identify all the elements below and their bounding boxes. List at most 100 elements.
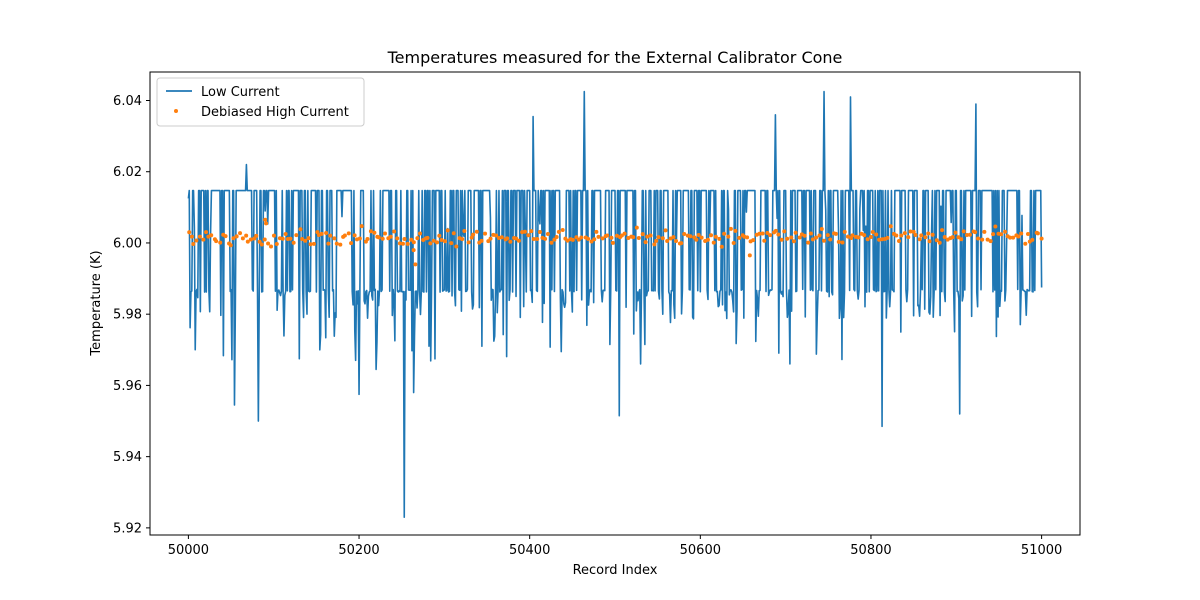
high-current-point (845, 234, 850, 239)
high-current-point (737, 235, 742, 240)
high-current-point (950, 235, 955, 240)
high-current-point (660, 236, 665, 241)
high-current-point (449, 241, 454, 246)
high-current-point (956, 235, 961, 240)
legend: Low Current Debiased High Current (156, 77, 365, 127)
high-current-point (535, 236, 540, 241)
high-current-point (326, 241, 331, 246)
high-current-point (793, 230, 798, 235)
x-tick-label: 50400 (509, 543, 550, 558)
high-current-point (836, 239, 841, 244)
high-current-point (402, 237, 407, 242)
high-current-point (906, 235, 911, 240)
high-current-point (191, 241, 196, 246)
high-current-point (460, 237, 465, 242)
high-current-point (259, 242, 264, 247)
legend-label-low-current: Low Current (201, 85, 280, 100)
low-current-line (187, 90, 1043, 518)
high-current-point (263, 217, 268, 222)
high-current-point (516, 238, 521, 243)
high-current-point (961, 229, 966, 234)
high-current-point (760, 231, 765, 236)
x-axis-label: Record Index (573, 563, 658, 578)
high-current-point (776, 232, 781, 237)
y-tick-label: 5.96 (113, 379, 142, 394)
high-current-point (993, 224, 998, 229)
high-current-point (696, 233, 701, 238)
high-current-point (405, 241, 410, 246)
high-current-point (850, 233, 855, 238)
high-current-point (842, 229, 847, 234)
high-current-point (579, 235, 584, 240)
high-current-point (765, 230, 770, 235)
high-current-point (552, 237, 557, 242)
high-current-point (586, 236, 591, 241)
high-current-point (238, 231, 243, 236)
high-current-point (248, 237, 253, 242)
high-current-point (288, 236, 293, 241)
high-current-point (291, 240, 296, 245)
high-current-point (674, 239, 679, 244)
high-current-point (244, 233, 249, 238)
high-current-point (688, 234, 693, 239)
high-current-point (231, 236, 236, 241)
y-axis-ticks: 5.92 5.94 5.96 5.98 6.00 6.02 6.04 (113, 94, 150, 536)
high-current-point (483, 231, 488, 236)
high-current-point (589, 239, 594, 244)
high-current-point (383, 231, 388, 236)
high-current-point (728, 226, 733, 231)
high-current-point (976, 236, 981, 241)
high-current-point (747, 253, 752, 258)
high-current-point (439, 238, 444, 242)
x-tick-label: 50800 (850, 543, 891, 558)
high-current-point (991, 232, 996, 237)
high-current-point (773, 228, 778, 233)
high-current-point (471, 232, 476, 237)
high-current-point (596, 234, 601, 239)
high-current-point (885, 235, 890, 240)
y-tick-label: 6.00 (113, 236, 142, 251)
high-current-point (923, 235, 928, 240)
x-tick-label: 50000 (168, 543, 209, 558)
high-current-point (508, 239, 513, 244)
high-current-point (1026, 232, 1030, 237)
high-current-point (338, 242, 343, 247)
y-axis-label: Temperature (K) (89, 250, 104, 356)
high-current-point (262, 237, 267, 242)
high-current-point (614, 233, 619, 238)
high-current-point (451, 231, 456, 236)
high-current-point (435, 240, 440, 245)
high-current-point (324, 231, 329, 235)
high-current-point (266, 241, 271, 246)
high-current-point (294, 233, 299, 238)
high-current-point (349, 241, 354, 246)
high-current-point (1030, 237, 1035, 242)
high-current-point (865, 237, 870, 242)
high-current-point (505, 236, 510, 241)
high-current-point (856, 235, 861, 240)
high-current-point (648, 233, 653, 238)
high-current-point (466, 240, 471, 245)
high-current-point (806, 240, 811, 245)
high-current-point (1039, 236, 1044, 241)
high-current-point (942, 234, 947, 239)
high-current-point (940, 228, 945, 233)
high-current-point (899, 233, 904, 238)
high-current-point (565, 238, 570, 243)
high-current-point (201, 237, 206, 242)
high-current-point (722, 231, 727, 236)
high-current-point (643, 240, 648, 245)
high-current-point (605, 233, 610, 238)
high-current-point (699, 235, 704, 240)
high-current-point (934, 238, 939, 243)
high-current-point (870, 230, 875, 235)
high-current-point (454, 244, 459, 249)
high-current-point (999, 232, 1004, 237)
y-tick-label: 6.02 (113, 165, 142, 180)
high-current-point (462, 229, 467, 234)
high-current-point (357, 236, 362, 241)
high-current-point (594, 229, 599, 234)
high-current-point (964, 232, 969, 237)
high-current-point (315, 230, 320, 235)
